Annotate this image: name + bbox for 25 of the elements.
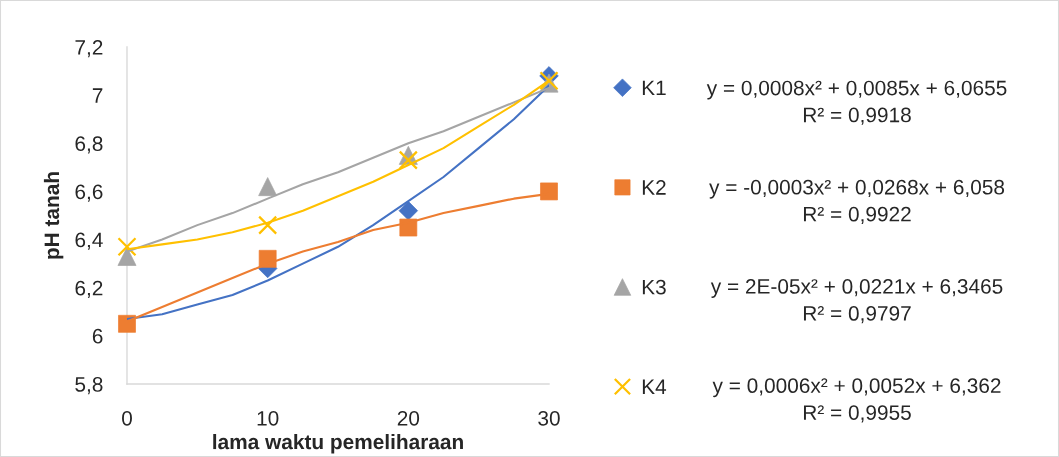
point [117, 237, 137, 257]
text: y = 0,0008x² + 0,0085x + 6,0655 R² = 0,9918 [706, 80, 1007, 125]
legend-label: K1 [642, 80, 666, 96]
point [258, 215, 278, 235]
x-tick-label: 30 [538, 410, 560, 426]
point [398, 150, 418, 170]
text: y = -0,0003x² + 0,0268x + 6,058 R² = 0,9922 [709, 179, 1005, 225]
text: y = 0,0006x² + 0,0052x + 6,362 R² = 0,9955 [712, 378, 1001, 423]
y-tick-label: 7,2 [75, 40, 103, 58]
y-tick-label: 6,2 [75, 280, 103, 298]
y-tick-label: 6,6 [75, 184, 103, 202]
y-tick-label: 7 [92, 88, 103, 103]
y-tick-label: 6,8 [75, 136, 103, 154]
y-tick-label: 6 [92, 328, 103, 344]
text: y = 2E-05x² + 0,0221x + 6,3465 R² = 0,9797 [710, 279, 1003, 324]
y-tick-label: 6,4 [75, 232, 103, 250]
legend-label: K3 [642, 279, 666, 295]
x-tick-label: 10 [257, 410, 279, 426]
x-tick-label: 0 [122, 410, 132, 426]
x-tick-label: 20 [397, 410, 420, 426]
y-axis-title: pH tanah [43, 172, 64, 259]
x-axis-title: lama waktu pemeliharaan [213, 433, 463, 454]
legend-label: K4 [642, 379, 667, 394]
y-tick-label: 5,8 [75, 377, 103, 395]
legend-label: K2 [642, 180, 666, 195]
